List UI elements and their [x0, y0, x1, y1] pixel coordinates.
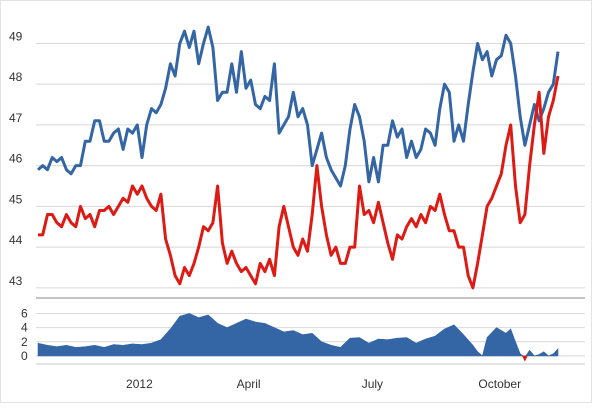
- x-tick-label: 2012: [126, 377, 153, 391]
- price-series-blue-line: [37, 25, 560, 188]
- price-y-tick-label: 44: [9, 233, 23, 247]
- price-y-tick-label: 49: [9, 29, 23, 43]
- price-y-tick-label: 46: [9, 152, 23, 166]
- x-tick-label: April: [237, 377, 261, 391]
- x-axis-tick-labels: 2012 April July October: [126, 377, 521, 391]
- volume-area-red: [522, 355, 528, 362]
- price-series-red-line: [38, 75, 560, 290]
- price-panel-series: [37, 25, 560, 290]
- volume-panel-area: [37, 313, 559, 362]
- price-y-tick-label: 43: [9, 274, 23, 288]
- volume-y-tick-label: 4: [21, 321, 28, 335]
- price-y-tick-label: 45: [9, 192, 23, 206]
- price-panel-y-tick-labels: 43 44 45 46 47 48 49: [9, 29, 23, 287]
- volume-y-tick-label: 0: [21, 349, 28, 363]
- x-tick-label: October: [478, 377, 521, 391]
- x-tick-label: July: [362, 377, 383, 391]
- price-y-tick-label: 48: [9, 70, 23, 84]
- price-y-tick-label: 47: [9, 111, 23, 125]
- volume-area-blue: [37, 313, 559, 358]
- volume-y-tick-label: 2: [21, 335, 28, 349]
- volume-y-tick-label: 6: [21, 306, 28, 320]
- price-panel-gridlines: [36, 42, 585, 289]
